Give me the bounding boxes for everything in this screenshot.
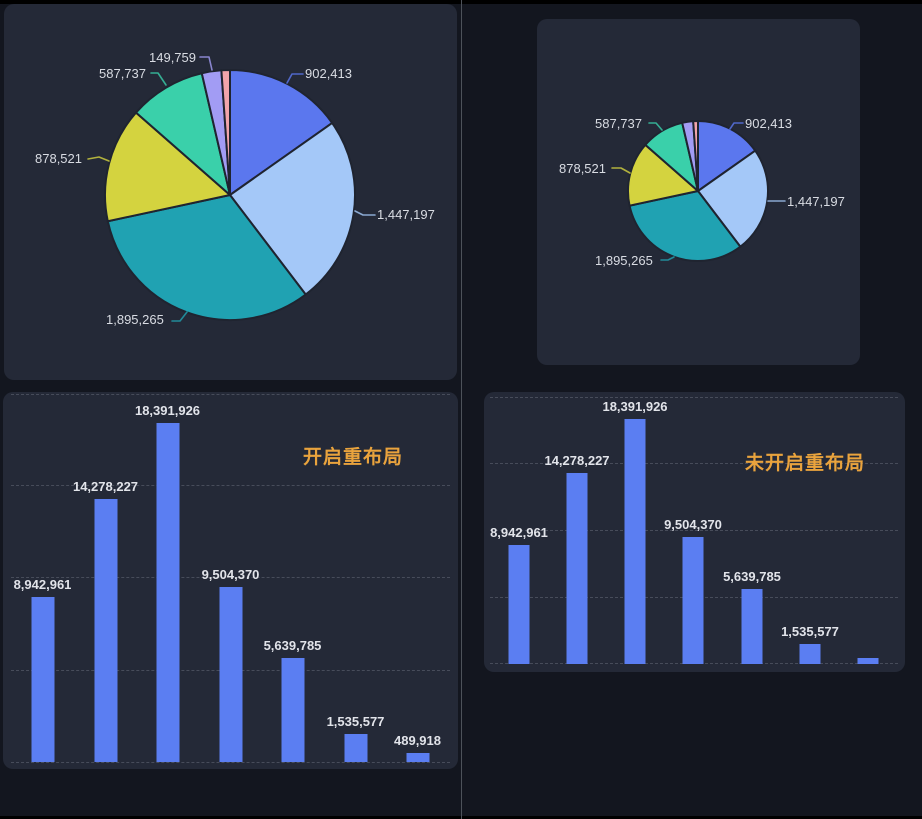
panel-bar-relayout-off: 未开启重布局 8,942,961 14,278,227 18,391,926 9… [484, 392, 905, 672]
pie-slice[interactable] [697, 149, 769, 248]
pie-label: 1,447,197 [377, 207, 435, 222]
pie-label: 149,759 [149, 50, 196, 65]
pie-leader-lines [87, 56, 376, 322]
leader-line [171, 311, 188, 322]
pie-label: 902,413 [745, 116, 792, 131]
bar[interactable] [156, 422, 179, 762]
leader-line [611, 167, 631, 174]
vertical-divider [461, 0, 462, 819]
leader-line [729, 122, 744, 130]
bar[interactable] [219, 586, 242, 762]
bar-value-label: 9,504,370 [201, 566, 260, 582]
bar-plot: 8,942,961 14,278,227 18,391,926 9,504,37… [11, 393, 451, 762]
pie-chart-small[interactable] [537, 19, 860, 365]
bar[interactable] [857, 657, 879, 664]
bar-slot: 489,918 [386, 393, 449, 762]
pie-slice[interactable] [135, 72, 231, 196]
bar[interactable] [799, 643, 821, 664]
bar-value-label: 14,278,227 [72, 478, 139, 494]
bar-slot: 1,535,577 [781, 397, 839, 664]
pie-slice[interactable] [220, 69, 231, 196]
gridline-10m [490, 530, 898, 531]
pie-label: 587,737 [99, 66, 146, 81]
bar[interactable] [566, 473, 588, 664]
bar-slot: 18,391,926 [602, 397, 668, 664]
leader-line [660, 256, 675, 261]
leader-line [150, 72, 167, 86]
bar-value-label: 489,918 [394, 733, 441, 748]
gridline-15m [11, 485, 450, 486]
pie-slice[interactable] [104, 111, 231, 223]
pie-slices[interactable] [104, 69, 356, 321]
bar-value-label: 18,391,926 [134, 402, 201, 418]
bar-slot: 5,639,785 [723, 397, 781, 664]
leader-line [354, 210, 376, 216]
bar[interactable] [344, 733, 367, 762]
bar-slot: 9,504,370 [199, 393, 262, 762]
bar-slot [839, 397, 897, 664]
pie-label: 878,521 [559, 161, 606, 176]
bar-slot: 14,278,227 [544, 397, 610, 664]
bar-plot: 8,942,961 14,278,227 18,391,926 9,504,37… [490, 397, 898, 664]
bar-slot: 9,504,370 [664, 397, 722, 664]
bar-value-label: 5,639,785 [723, 568, 781, 584]
bar-value-label: 1,535,577 [781, 623, 839, 639]
bar-value-label: 18,391,926 [602, 398, 668, 414]
pie-slices[interactable] [627, 120, 769, 262]
pie-label: 1,895,265 [106, 312, 164, 327]
bar[interactable] [682, 537, 704, 664]
panel-pie-small: 587,737 902,413 878,521 1,447,197 1,895,… [537, 19, 860, 365]
bar-value-label: 5,639,785 [263, 637, 322, 653]
leader-line [648, 122, 663, 131]
pie-slice[interactable] [229, 69, 334, 196]
bar-value-label: 8,942,961 [13, 577, 72, 592]
pie-label: 587,737 [595, 116, 642, 131]
chart-title-relayout-on: 开启重布局 [303, 447, 404, 468]
bar[interactable] [624, 418, 646, 664]
pie-label: 1,895,265 [595, 253, 653, 268]
bar-slot: 5,639,785 [261, 393, 324, 762]
leader-line [286, 73, 304, 84]
bar[interactable] [94, 498, 117, 762]
bar[interactable] [281, 657, 304, 762]
gridline-10m [11, 577, 450, 578]
gridline-20m [11, 394, 450, 395]
gridline-20m [490, 397, 898, 398]
gridline-0 [11, 762, 450, 763]
bar-slot: 14,278,227 [72, 393, 139, 762]
chart-title-relayout-off: 未开启重布局 [745, 453, 866, 474]
pie-slice[interactable] [692, 120, 699, 192]
bar[interactable] [508, 544, 530, 664]
bar-slot: 18,391,926 [134, 393, 201, 762]
bar-value-label: 14,278,227 [544, 453, 610, 469]
panel-bar-relayout-on: 开启重布局 8,942,961 14,278,227 18,391,926 9,… [3, 392, 458, 769]
bar-slot: 1,535,577 [324, 393, 387, 762]
bar-value-label: 1,535,577 [326, 713, 385, 729]
bar-value-label: 9,504,370 [664, 517, 722, 533]
bar-value-label: 8,942,961 [490, 524, 548, 540]
bar-slot: 8,942,961 [11, 393, 74, 762]
pie-label: 1,447,197 [787, 194, 845, 209]
leader-line [87, 156, 110, 162]
pie-label: 902,413 [305, 66, 352, 81]
bar[interactable] [31, 597, 54, 762]
leader-line [199, 56, 213, 71]
bar[interactable] [741, 588, 763, 664]
pie-slice[interactable] [229, 121, 356, 296]
pie-chart-large[interactable] [4, 4, 457, 380]
bar-slot: 8,942,961 [490, 397, 548, 664]
pie-leader-lines [611, 122, 786, 261]
pie-label: 878,521 [35, 151, 82, 166]
bar[interactable] [406, 753, 429, 762]
panel-pie-large: 149,759 587,737 878,521 902,413 1,447,19… [4, 4, 457, 380]
gridline-15m [490, 463, 898, 464]
